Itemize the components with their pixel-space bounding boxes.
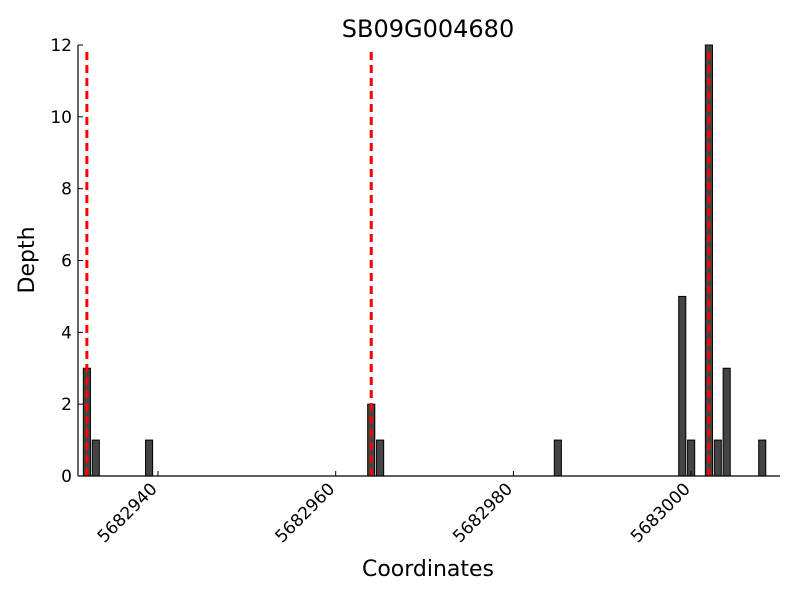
y-tick-label: 12	[50, 36, 72, 56]
x-tick-label: 5682980	[449, 479, 517, 547]
x-tick-label: 5682960	[272, 479, 340, 547]
bar	[722, 367, 731, 477]
bar	[678, 295, 687, 477]
y-ticks-group: 0 2 4 6 8 10 12	[50, 36, 83, 487]
x-tick-label: 5682940	[94, 479, 162, 547]
y-tick-label: 2	[61, 395, 72, 415]
bar	[553, 439, 562, 477]
chart-title: SB09G004680	[342, 15, 514, 43]
bar	[367, 403, 376, 477]
y-axis-title: Depth	[15, 226, 40, 293]
bar	[687, 439, 696, 477]
marker-lines-group	[85, 50, 711, 476]
bar	[376, 439, 385, 477]
bar	[145, 439, 154, 477]
bar	[758, 439, 767, 477]
x-ticks-group: 5682940 5682960 5682980 5683000	[94, 471, 695, 547]
y-tick-label: 6	[61, 252, 72, 272]
bar	[713, 439, 722, 477]
bars-group	[82, 44, 767, 477]
y-tick-label: 10	[50, 108, 72, 128]
x-tick-label: 5683000	[627, 479, 695, 547]
y-tick-label: 4	[61, 323, 72, 343]
x-axis-title: Coordinates	[362, 557, 494, 582]
axes-group	[77, 45, 780, 477]
bar	[91, 439, 100, 477]
y-tick-label: 8	[61, 180, 72, 200]
y-tick-label: 0	[61, 467, 72, 487]
